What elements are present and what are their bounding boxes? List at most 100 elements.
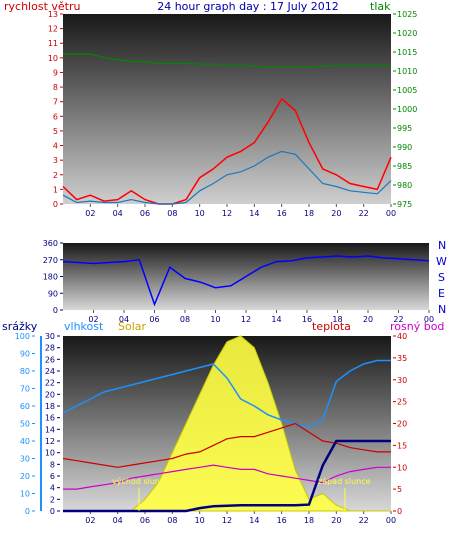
pressure-ytick-980: 980 bbox=[397, 181, 412, 190]
mid-xtick-label-00: 00 bbox=[424, 315, 434, 324]
low-xtick-label-14: 14 bbox=[249, 516, 259, 525]
humidity-ytick-90: 90 bbox=[20, 350, 30, 359]
dewpoint-label: rosný bod bbox=[390, 320, 444, 333]
top-xtick-label-00: 00 bbox=[386, 209, 396, 218]
mid-xtick-label-20: 20 bbox=[363, 315, 373, 324]
sunset-annotation: západ slunce bbox=[318, 477, 371, 486]
temperature-ytick-25: 25 bbox=[397, 398, 407, 407]
wind-ytick-8: 8 bbox=[53, 83, 58, 92]
mid-xtick-label-04: 04 bbox=[119, 315, 129, 324]
sunrise-annotation: východ slunce bbox=[112, 477, 169, 486]
humidity-ytick-60: 60 bbox=[20, 402, 30, 411]
pressure-ytick-1020: 1020 bbox=[397, 29, 417, 38]
low-xtick-label-04: 04 bbox=[113, 516, 123, 525]
humidity-ytick-40: 40 bbox=[20, 437, 30, 446]
wind-ytick-12: 12 bbox=[48, 25, 58, 34]
direction-label-w: W bbox=[436, 255, 447, 268]
mid-xtick-label-06: 06 bbox=[149, 315, 159, 324]
wind-direction-line bbox=[62, 255, 430, 307]
direction-ytick-360: 360 bbox=[43, 239, 58, 248]
direction-label-n-top: N bbox=[438, 239, 446, 252]
rain-ytick-22: 22 bbox=[45, 379, 55, 388]
temp-hum-axes: 02 04 06 08 10 12 14 16 18 20 22 000246810121416182… bbox=[15, 332, 407, 525]
direction-label-n-bottom: N bbox=[438, 303, 446, 316]
humidity-ytick-0: 0 bbox=[25, 507, 30, 516]
rain-ytick-20: 20 bbox=[45, 390, 55, 399]
rain-label: srážky bbox=[2, 320, 38, 333]
low-xtick-label-20: 20 bbox=[331, 516, 341, 525]
pressure-ytick-995: 995 bbox=[397, 124, 412, 133]
wind-ytick-7: 7 bbox=[53, 98, 58, 107]
top-xtick-label-18: 18 bbox=[304, 209, 314, 218]
wind-pressure-plot-area bbox=[63, 14, 391, 204]
low-xtick-label-18: 18 bbox=[304, 516, 314, 525]
low-xtick-label-22: 22 bbox=[359, 516, 369, 525]
temperature-ytick-10: 10 bbox=[397, 463, 407, 472]
humidity-ytick-70: 70 bbox=[20, 385, 30, 394]
wind-speed-label: rychlost větru bbox=[4, 0, 80, 13]
mid-xtick-label-22: 22 bbox=[393, 315, 403, 324]
rain-ytick-8: 8 bbox=[50, 460, 55, 469]
temperature-ytick-30: 30 bbox=[397, 376, 407, 385]
direction-ytick-270: 270 bbox=[43, 256, 58, 265]
temperature-ytick-40: 40 bbox=[397, 332, 407, 341]
humidity-line bbox=[62, 359, 391, 428]
temperature-ytick-15: 15 bbox=[397, 441, 407, 450]
direction-label-s: S bbox=[438, 271, 445, 284]
pressure-ytick-1025: 1025 bbox=[397, 10, 417, 19]
rain-ytick-12: 12 bbox=[45, 437, 55, 446]
wind-ytick-11: 11 bbox=[48, 39, 58, 48]
low-xtick-label-12: 12 bbox=[222, 516, 232, 525]
rain-ytick-18: 18 bbox=[45, 402, 55, 411]
pressure-label: tlak bbox=[370, 0, 391, 13]
pressure-ytick-975: 975 bbox=[397, 200, 412, 209]
temperature-ytick-20: 20 bbox=[397, 420, 407, 429]
wind-ytick-5: 5 bbox=[53, 127, 58, 136]
rain-line bbox=[63, 439, 391, 513]
mid-xtick-label-18: 18 bbox=[332, 315, 342, 324]
rain-ytick-6: 6 bbox=[50, 472, 55, 481]
wind-ytick-3: 3 bbox=[53, 156, 58, 165]
wind-pressure-series bbox=[62, 53, 392, 205]
humidity-ytick-10: 10 bbox=[20, 490, 30, 499]
wind-ytick-0: 0 bbox=[53, 200, 58, 209]
direction-ytick-180: 180 bbox=[43, 273, 58, 282]
humidity-ytick-30: 30 bbox=[20, 455, 30, 464]
top-xtick-label-06: 06 bbox=[140, 209, 150, 218]
mid-xtick-label-08: 08 bbox=[180, 315, 190, 324]
low-xtick-label-16: 16 bbox=[277, 516, 287, 525]
pressure-ytick-1010: 1010 bbox=[397, 67, 417, 76]
wind-direction-series bbox=[62, 255, 430, 307]
rain-ytick-26: 26 bbox=[45, 355, 55, 364]
wind-ytick-10: 10 bbox=[48, 54, 58, 63]
top-xtick-label-16: 16 bbox=[277, 209, 287, 218]
rain-ytick-4: 4 bbox=[50, 484, 55, 493]
humidity-ytick-50: 50 bbox=[20, 420, 30, 429]
pressure-ytick-1015: 1015 bbox=[397, 48, 417, 57]
mid-xtick-label-10: 10 bbox=[210, 315, 220, 324]
wind-ytick-2: 2 bbox=[53, 171, 58, 180]
low-xtick-label-02: 02 bbox=[85, 516, 95, 525]
temperature-label: teplota bbox=[312, 320, 351, 333]
chart-title: 24 hour graph day : 17 July 2012 bbox=[157, 0, 339, 13]
rain-ytick-0: 0 bbox=[50, 507, 55, 516]
temp-hum-series bbox=[62, 335, 391, 513]
wind-ytick-6: 6 bbox=[53, 112, 58, 121]
mid-xtick-label-02: 02 bbox=[88, 315, 98, 324]
pressure-ytick-990: 990 bbox=[397, 143, 412, 152]
top-xtick-label-20: 20 bbox=[331, 209, 341, 218]
direction-ytick-0: 0 bbox=[53, 306, 58, 315]
rain-ytick-10: 10 bbox=[45, 449, 55, 458]
temperature-ytick-5: 5 bbox=[397, 485, 402, 494]
top-xtick-label-10: 10 bbox=[195, 209, 205, 218]
rain-ytick-24: 24 bbox=[45, 367, 55, 376]
pressure-ytick-985: 985 bbox=[397, 162, 412, 171]
pressure-ytick-1005: 1005 bbox=[397, 86, 417, 95]
wind-ytick-4: 4 bbox=[53, 142, 58, 151]
low-xtick-label-10: 10 bbox=[195, 516, 205, 525]
rain-ytick-30: 30 bbox=[45, 332, 55, 341]
wind-ytick-9: 9 bbox=[53, 68, 58, 77]
wind-ytick-1: 1 bbox=[53, 185, 58, 194]
